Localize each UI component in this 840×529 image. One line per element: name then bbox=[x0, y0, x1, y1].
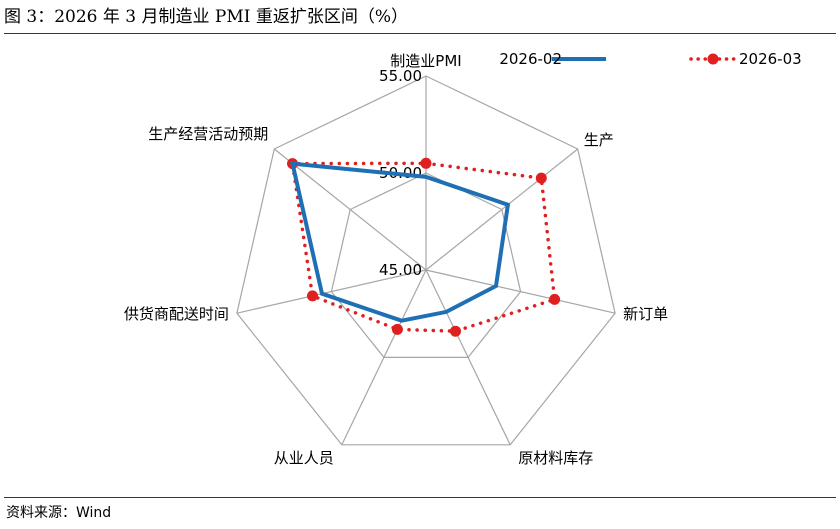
spoke-1 bbox=[425, 148, 579, 271]
legend: 2026-02 2026-03 bbox=[499, 50, 801, 68]
spoke-3 bbox=[425, 269, 511, 446]
axis-label-2: 新订单 bbox=[623, 305, 668, 323]
spoke-5 bbox=[236, 269, 427, 314]
axis-label-3: 原材料库存 bbox=[518, 449, 593, 467]
legend-label-1: 2026-03 bbox=[739, 50, 802, 68]
series-1-point-3 bbox=[450, 325, 461, 337]
series-line-0 bbox=[289, 161, 511, 323]
series-line-1 bbox=[290, 161, 557, 333]
legend-marker-1 bbox=[707, 53, 719, 65]
source-note: 资料来源：Wind bbox=[6, 505, 112, 521]
axis-label-6: 生产经营活动预期 bbox=[148, 125, 268, 143]
figure-title: 图 3：2026 年 3 月制造业 PMI 重返扩张区间（%） bbox=[4, 7, 409, 27]
axis-label-1: 生产 bbox=[584, 131, 614, 149]
axis-label-4: 从业人员 bbox=[274, 449, 334, 467]
spoke-2 bbox=[425, 269, 616, 314]
axis-label-5: 供货商配送时间 bbox=[124, 305, 229, 323]
grid-ring-2 bbox=[236, 75, 616, 446]
tick-label-0: 45.00 bbox=[379, 261, 422, 279]
spoke-4 bbox=[341, 269, 427, 446]
series-1-point-5 bbox=[307, 290, 318, 302]
data-series bbox=[287, 157, 561, 337]
series-1-point-0 bbox=[420, 157, 432, 169]
series-1-point-4 bbox=[391, 323, 403, 335]
series-1-point-1 bbox=[535, 172, 547, 184]
title-rule bbox=[4, 33, 836, 34]
radar-grid bbox=[236, 75, 616, 446]
source-rule bbox=[4, 497, 836, 498]
tick-label-2: 55.00 bbox=[379, 67, 422, 85]
spoke-6 bbox=[273, 148, 427, 271]
axis-label-0: 制造业PMI bbox=[390, 52, 461, 70]
series-1-point-2 bbox=[549, 293, 561, 305]
legend-label-0: 2026-02 bbox=[499, 50, 562, 68]
